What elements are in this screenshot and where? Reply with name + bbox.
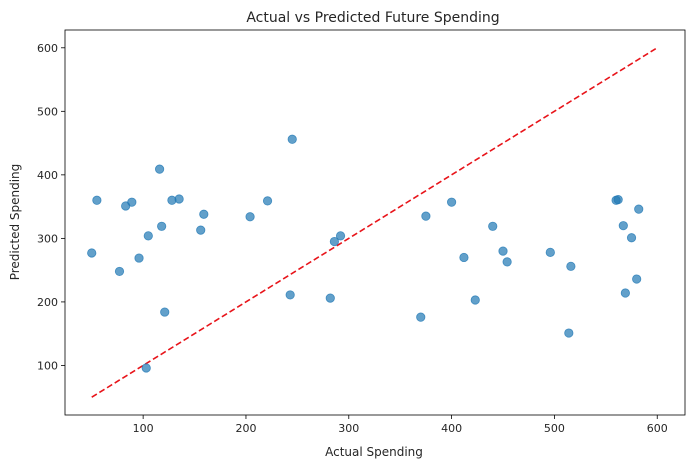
- y-tick-label: 100: [37, 359, 58, 372]
- data-point: [154, 164, 165, 174]
- data-point: [502, 257, 512, 267]
- data-point: [498, 246, 508, 256]
- data-point: [143, 231, 153, 241]
- y-axis-ticks: 100 200 300 400 500 600: [37, 42, 65, 372]
- data-point: [174, 194, 184, 204]
- data-point: [618, 221, 628, 231]
- data-point: [325, 293, 335, 303]
- x-tick-label: 300: [338, 422, 359, 435]
- data-point: [114, 266, 125, 277]
- x-tick-label: 600: [647, 422, 668, 435]
- plot-frame: [64, 29, 686, 416]
- data-point: [157, 221, 167, 231]
- data-point: [447, 197, 457, 207]
- data-point: [262, 196, 273, 206]
- y-tick-label: 300: [37, 232, 58, 245]
- x-tick-label: 100: [133, 422, 154, 435]
- data-point: [470, 295, 480, 305]
- data-point: [488, 221, 498, 231]
- data-point: [620, 288, 630, 298]
- x-tick-label: 200: [235, 422, 256, 435]
- data-point: [92, 195, 102, 205]
- data-point: [134, 253, 144, 263]
- data-point: [335, 231, 346, 241]
- data-point: [329, 236, 339, 247]
- data-point: [421, 211, 431, 221]
- data-point: [632, 274, 642, 284]
- data-point: [626, 233, 637, 243]
- data-point: [566, 261, 576, 271]
- reference-line-layer: [91, 47, 658, 398]
- reference-line: [91, 47, 658, 398]
- y-tick-label: 400: [37, 169, 58, 182]
- y-axis-label: Predicted Spending: [8, 164, 22, 281]
- data-points-layer: [87, 134, 644, 373]
- chart-title: Actual vs Predicted Future Spending: [246, 10, 499, 26]
- data-point: [199, 209, 209, 219]
- data-point: [141, 363, 151, 373]
- data-point: [196, 225, 206, 235]
- data-point: [416, 312, 426, 322]
- data-point: [160, 307, 170, 317]
- data-point: [459, 252, 469, 263]
- y-tick-label: 200: [37, 296, 58, 309]
- data-point: [87, 248, 97, 258]
- x-axis-ticks: 100 200 300 400 500 600: [133, 415, 668, 435]
- data-point: [634, 204, 644, 214]
- data-point: [287, 134, 297, 144]
- x-tick-label: 500: [544, 422, 565, 435]
- x-axis-label: Actual Spending: [325, 445, 423, 459]
- data-point: [245, 212, 255, 222]
- data-point: [564, 328, 574, 338]
- y-tick-label: 600: [37, 42, 58, 55]
- data-point: [127, 197, 137, 207]
- data-point: [545, 247, 555, 257]
- x-tick-label: 400: [441, 422, 462, 435]
- data-point: [613, 195, 623, 205]
- data-point: [285, 290, 295, 300]
- y-tick-label: 500: [37, 105, 58, 118]
